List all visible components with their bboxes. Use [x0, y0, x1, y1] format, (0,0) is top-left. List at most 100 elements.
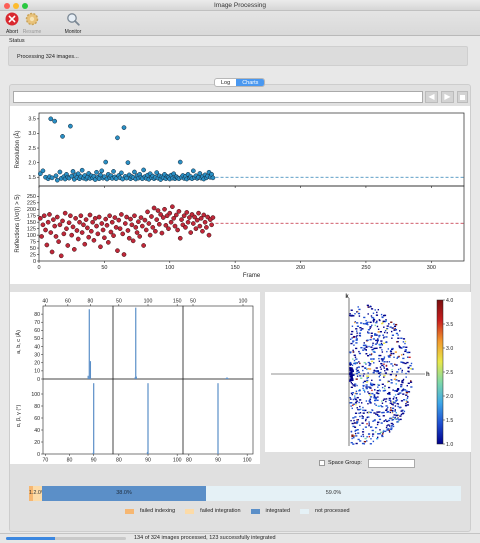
- reflections-point: [143, 227, 149, 233]
- cell-length-y-tick-label: 60: [34, 328, 40, 334]
- reciprocal-spot: [355, 404, 357, 406]
- reciprocal-spot: [405, 346, 408, 348]
- reciprocal-spot: [378, 357, 380, 360]
- reciprocal-spot: [376, 423, 379, 426]
- reciprocal-spot: [378, 334, 381, 337]
- reflections-point: [105, 240, 111, 245]
- reciprocal-spot: [397, 393, 400, 395]
- reciprocal-spot: [388, 391, 391, 394]
- reciprocal-spot: [409, 364, 412, 367]
- reciprocal-spot: [366, 345, 368, 348]
- reflections-point: [57, 222, 63, 228]
- reciprocal-spot: [361, 417, 364, 420]
- reciprocal-spot: [352, 398, 355, 401]
- cell-angle-axis-label: α, β, γ (°): [16, 405, 22, 428]
- forward-button[interactable]: ▶: [441, 91, 454, 103]
- reciprocal-spot: [383, 336, 385, 338]
- reciprocal-spot: [406, 404, 410, 406]
- reciprocal-spot: [367, 368, 369, 370]
- reciprocal-spot: [350, 342, 353, 345]
- reciprocal-spot: [405, 376, 407, 378]
- reflections-point: [167, 210, 173, 216]
- reciprocal-spot: [387, 380, 390, 383]
- reciprocal-spot: [377, 331, 380, 333]
- cell-angle-x-tick-label: 90: [91, 458, 97, 464]
- space-group-checkbox[interactable]: [319, 460, 325, 466]
- monitor-button[interactable]: Monitor: [62, 12, 84, 35]
- reflections-point: [201, 212, 207, 218]
- reflections-point: [206, 232, 212, 238]
- reciprocal-spot: [384, 370, 386, 372]
- reciprocal-spot: [405, 399, 408, 401]
- abort-label: Abort: [6, 29, 18, 35]
- reciprocal-spot: [388, 356, 391, 358]
- reflections-point: [126, 235, 132, 241]
- cell-length-y-tick-label: 40: [34, 344, 40, 350]
- reciprocal-spot: [352, 403, 355, 405]
- reciprocal-spot: [391, 403, 394, 405]
- cell-length-x-tick-label: 150: [173, 299, 182, 305]
- cell-length-panel: [42, 305, 114, 380]
- abort-button[interactable]: Abort: [3, 12, 21, 35]
- resume-button[interactable]: Resume: [21, 12, 43, 35]
- tab-log[interactable]: Log: [221, 80, 231, 86]
- reciprocal-spot: [397, 419, 401, 421]
- reciprocal-spot: [377, 338, 379, 340]
- colorbar-tick-label: 2.5: [446, 370, 453, 376]
- reciprocal-spot: [409, 381, 413, 383]
- reciprocal-spot: [385, 405, 388, 407]
- reciprocal-spot: [393, 356, 395, 359]
- window-zoom-button[interactable]: [22, 2, 28, 9]
- cell-length-x-tick-label: 100: [239, 299, 248, 305]
- space-group-input[interactable]: [367, 458, 415, 468]
- window-close-button[interactable]: [4, 2, 10, 9]
- reciprocal-spot: [353, 362, 356, 365]
- reciprocal-spot: [369, 383, 373, 386]
- reciprocal-spot: [352, 341, 354, 343]
- reflections-point: [77, 219, 82, 225]
- reciprocal-spot: [381, 405, 384, 408]
- reflections-y-tick-label: 175: [27, 214, 36, 220]
- back-button[interactable]: ◀: [425, 91, 438, 103]
- reciprocal-spot: [364, 426, 368, 428]
- reciprocal-spot: [354, 402, 358, 404]
- reciprocal-spot: [367, 386, 370, 388]
- reciprocal-spot: [370, 438, 372, 440]
- stop-button[interactable]: [457, 91, 468, 103]
- reciprocal-spot: [367, 361, 370, 364]
- reflections-point: [194, 217, 200, 223]
- reciprocal-spot: [407, 391, 411, 393]
- cell-length-y-tick-label: 0: [37, 377, 40, 383]
- reciprocal-spot: [386, 393, 390, 395]
- reciprocal-spot: [390, 363, 393, 365]
- reciprocal-spot: [398, 406, 401, 409]
- reciprocal-spot: [379, 366, 382, 368]
- tab-charts[interactable]: Charts: [236, 79, 265, 86]
- cell-angle-y-tick-label: 100: [31, 392, 40, 398]
- reflections-point: [151, 205, 157, 211]
- reciprocal-spot: [365, 344, 367, 346]
- reciprocal-spot: [355, 422, 358, 424]
- reciprocal-spot: [373, 394, 375, 396]
- reciprocal-spot: [359, 335, 362, 337]
- reciprocal-spot: [381, 359, 384, 361]
- reciprocal-spot: [380, 342, 383, 345]
- reciprocal-spot: [386, 350, 388, 353]
- reciprocal-spot: [377, 396, 379, 398]
- reciprocal-spot: [394, 328, 398, 331]
- reciprocal-spot: [385, 400, 387, 403]
- window-minimize-button[interactable]: [13, 2, 19, 9]
- resolution-y-axis-label: Resolution (Å): [14, 130, 21, 168]
- reciprocal-spot: [391, 347, 394, 350]
- reciprocal-spot: [405, 401, 408, 403]
- search-input[interactable]: [13, 91, 423, 103]
- reflections-point: [104, 222, 110, 228]
- reciprocal-spot: [352, 425, 355, 428]
- reciprocal-spot: [354, 422, 357, 424]
- reciprocal-spot: [356, 429, 359, 431]
- reciprocal-spot: [355, 362, 358, 364]
- reciprocal-spot: [381, 434, 383, 436]
- reflections-point: [108, 229, 114, 235]
- breakdown-segment-failed-integration: 2.0%: [33, 486, 46, 501]
- reciprocal-spot: [365, 387, 368, 390]
